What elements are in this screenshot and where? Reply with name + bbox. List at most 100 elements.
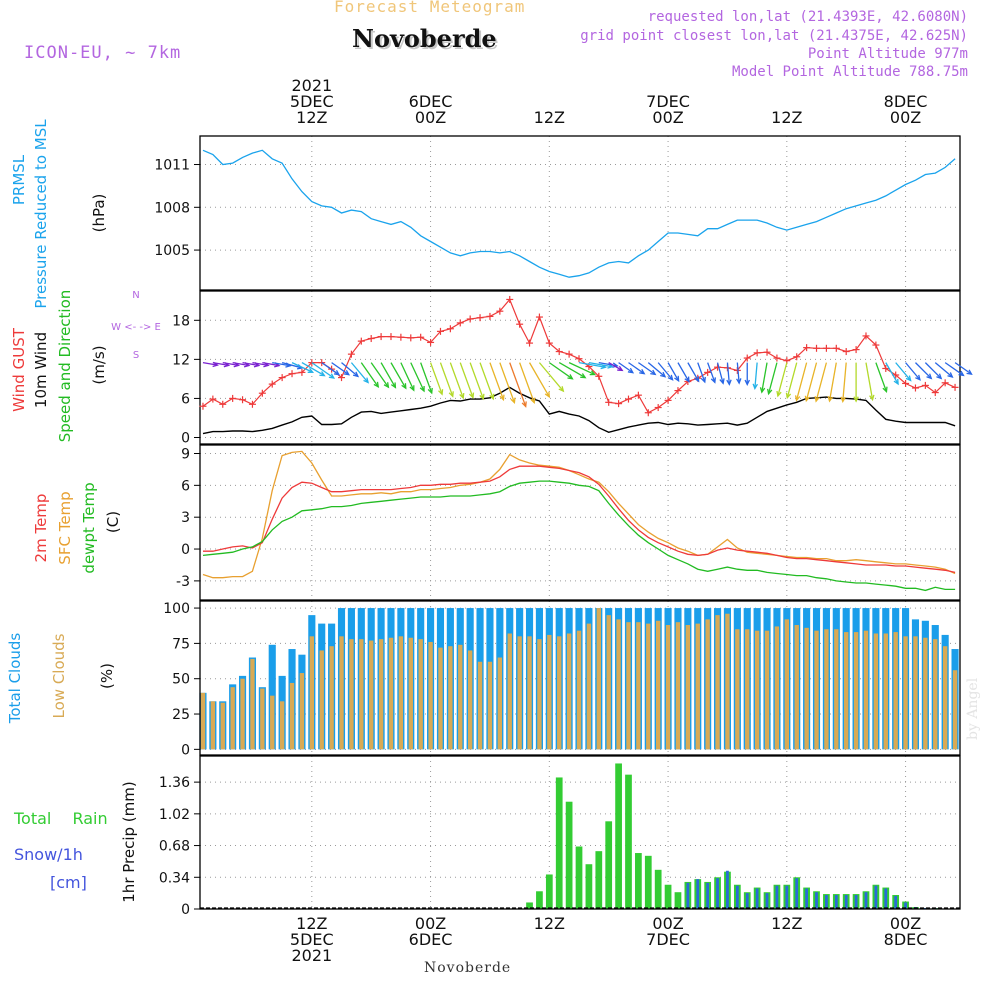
location-title: Novoberde: [352, 24, 497, 53]
top-time-label: 12Z: [533, 108, 565, 127]
bar-low-clouds: [844, 632, 849, 750]
bar-low-clouds: [824, 629, 829, 750]
temp-sfc-label: SFC Temp: [56, 491, 74, 564]
total-rain-label: Total Rain: [13, 809, 108, 828]
wind-vector: [350, 362, 369, 383]
wind-vector: [222, 361, 239, 367]
bar-snow: [854, 895, 858, 909]
bar-low-clouds: [596, 608, 601, 750]
wind-vector-head: [759, 387, 766, 394]
bar-low-clouds: [220, 702, 225, 750]
bar-low-clouds: [270, 695, 275, 750]
wind-vector-head: [853, 396, 859, 403]
bar-low-clouds: [695, 623, 700, 750]
wind-vector-head: [343, 369, 351, 376]
wind-vector-head: [915, 374, 921, 381]
wind-vector: [331, 362, 350, 376]
pressure-label: Pressure Reduced to MSL: [32, 119, 50, 309]
wind-vector: [924, 362, 942, 379]
bar-total-rain: [605, 821, 613, 909]
y-tick-label: 100: [163, 601, 190, 617]
wind-vector: [291, 362, 313, 373]
wind-vector: [360, 362, 379, 388]
bar-total-rain: [615, 763, 622, 909]
series-line-2m-temp: [203, 465, 956, 574]
wind-vector: [400, 362, 415, 391]
bar-low-clouds: [250, 658, 255, 750]
y-tick-label: 6: [181, 478, 190, 494]
low-clouds-label: Low Clouds: [50, 633, 68, 718]
wind-vector-head: [333, 369, 341, 376]
bar-low-clouds: [576, 630, 582, 750]
wind-vector-head: [776, 390, 782, 398]
wind-vector-head: [589, 370, 597, 376]
bottom-time-label: 8DEC: [883, 930, 928, 949]
y-tick-label: 12: [172, 352, 190, 368]
bar-low-clouds: [586, 623, 592, 750]
bar-low-clouds: [893, 632, 898, 750]
wind-vector: [628, 362, 645, 375]
wind-vector: [608, 362, 623, 371]
wind-vector-head: [319, 371, 326, 377]
panel-pressure: 1005 1008 1011: [154, 135, 961, 291]
y-tick-label: 3: [181, 510, 190, 526]
bar-low-clouds: [408, 637, 413, 750]
bar-low-clouds: [418, 639, 423, 750]
wind-vector: [439, 362, 454, 397]
wind-vector: [828, 362, 837, 402]
bottom-time-label: 12Z: [771, 914, 803, 933]
y-tick-label: 25: [172, 707, 190, 723]
bar-low-clouds: [438, 647, 443, 750]
wind-vector: [954, 362, 972, 375]
bar-low-clouds: [398, 636, 404, 750]
wind-vector: [795, 362, 808, 401]
wind-vector-head: [530, 397, 536, 405]
wind-vector-head: [660, 371, 667, 378]
bar-total-rain: [625, 774, 632, 909]
bar-low-clouds: [705, 619, 710, 750]
y-tick-label: 50: [172, 672, 190, 688]
wind-vector-head: [479, 393, 485, 401]
wind-vector: [777, 362, 788, 397]
series-line-dewpt-temp: [202, 480, 956, 592]
bottom-time-label: 12Z: [296, 914, 328, 933]
bar-low-clouds: [923, 637, 928, 750]
wind-vector-head: [804, 395, 811, 403]
wind-vector-head: [958, 370, 965, 377]
bar-low-clouds: [883, 633, 888, 750]
bar-snow: [735, 885, 739, 909]
wind-vector-head: [390, 382, 397, 389]
bar-low-clouds: [210, 701, 216, 750]
wind-vector-head: [328, 373, 336, 379]
wind-vector-head: [840, 396, 846, 403]
bar-snow: [894, 895, 898, 909]
wind-vector-head: [814, 396, 820, 403]
wind-vector: [638, 362, 656, 375]
wind-vector: [618, 362, 634, 374]
wind-vector-head: [521, 401, 527, 408]
bar-snow: [834, 895, 838, 909]
wind-vector-head: [736, 378, 742, 385]
gridpoint-coords: grid point closest lon,lat (21.4375E, 42…: [580, 28, 968, 44]
wind-vector: [509, 362, 527, 407]
wind-vector: [311, 362, 335, 379]
bar-low-clouds: [230, 687, 235, 750]
panel-precip: 0 0.34 0.68 1.02 1.36: [159, 755, 961, 918]
wind-vector: [667, 362, 680, 382]
temp-dewpoint-label: dewpt Temp: [80, 482, 98, 573]
wind-vector: [726, 362, 731, 385]
temp-2m-label: 2m Temp: [32, 494, 50, 563]
snow-unit-label: [cm]: [50, 873, 87, 892]
bar-snow: [706, 882, 710, 909]
wind-vector-head: [893, 378, 899, 386]
wind-vector: [341, 362, 359, 377]
panel-bg: [200, 445, 960, 600]
bar-low-clouds: [497, 657, 503, 750]
wind-vector-head: [427, 387, 433, 395]
bar-low-clouds: [863, 630, 869, 750]
wind-vector-head: [869, 394, 875, 402]
wind-vector-head: [966, 369, 973, 376]
wind-vector-head: [882, 386, 888, 394]
bottom-time-label: 5DEC: [289, 930, 334, 949]
wind-vector-head: [719, 378, 725, 385]
